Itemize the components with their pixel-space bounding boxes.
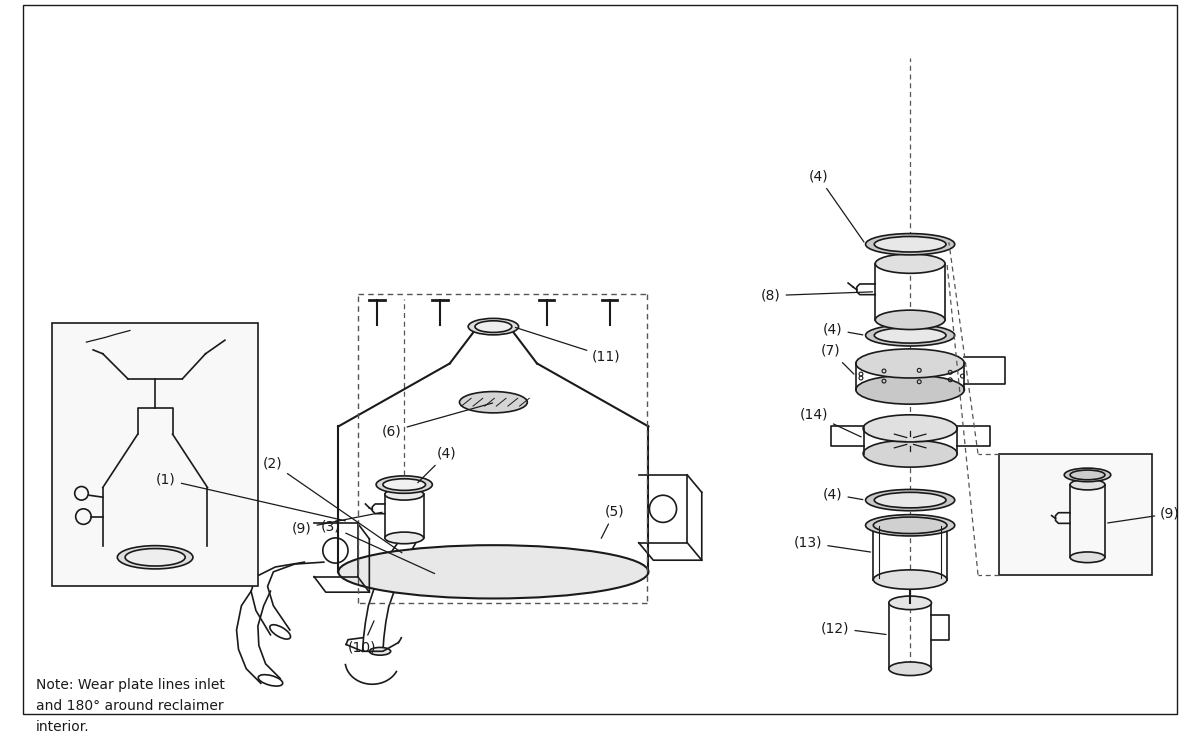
Ellipse shape xyxy=(1064,468,1111,482)
Text: (4): (4) xyxy=(823,323,863,337)
Ellipse shape xyxy=(856,349,965,378)
Ellipse shape xyxy=(370,648,391,655)
Ellipse shape xyxy=(376,476,432,493)
Ellipse shape xyxy=(875,493,946,508)
Ellipse shape xyxy=(125,548,185,566)
Text: (13): (13) xyxy=(794,536,870,552)
Text: Note: Wear plate lines inlet
and 180° around reclaimer
interior.: Note: Wear plate lines inlet and 180° ar… xyxy=(36,678,224,734)
Text: (1): (1) xyxy=(156,473,346,521)
Text: (4): (4) xyxy=(823,487,863,502)
Ellipse shape xyxy=(875,254,946,273)
Ellipse shape xyxy=(1070,552,1105,562)
Ellipse shape xyxy=(874,570,947,589)
Ellipse shape xyxy=(865,325,955,346)
Ellipse shape xyxy=(118,545,193,569)
Text: (14): (14) xyxy=(799,408,862,437)
Ellipse shape xyxy=(863,415,958,442)
Ellipse shape xyxy=(385,488,424,500)
Ellipse shape xyxy=(875,327,946,343)
Bar xyxy=(1000,453,1152,575)
Bar xyxy=(53,323,258,586)
Ellipse shape xyxy=(863,440,958,467)
Ellipse shape xyxy=(1070,479,1105,490)
Text: (8): (8) xyxy=(761,289,872,303)
Ellipse shape xyxy=(875,237,946,252)
Ellipse shape xyxy=(856,375,965,404)
Text: (4): (4) xyxy=(418,447,457,482)
Ellipse shape xyxy=(875,310,946,329)
Ellipse shape xyxy=(460,392,527,413)
Ellipse shape xyxy=(385,532,424,544)
Ellipse shape xyxy=(475,321,512,332)
Ellipse shape xyxy=(468,318,518,335)
Ellipse shape xyxy=(338,545,648,599)
Text: (5): (5) xyxy=(601,505,624,539)
Text: (11): (11) xyxy=(516,327,620,364)
Text: (3): (3) xyxy=(320,519,434,574)
Ellipse shape xyxy=(865,234,955,255)
Text: (6): (6) xyxy=(382,403,493,439)
Ellipse shape xyxy=(865,515,955,536)
Text: (10): (10) xyxy=(348,621,377,654)
Ellipse shape xyxy=(865,490,955,510)
Ellipse shape xyxy=(383,479,426,490)
Ellipse shape xyxy=(889,596,931,610)
Text: (9): (9) xyxy=(292,512,382,535)
Ellipse shape xyxy=(889,662,931,675)
Text: (9): (9) xyxy=(1108,507,1180,523)
Text: (7): (7) xyxy=(821,344,854,374)
Text: (2): (2) xyxy=(263,456,402,553)
Text: (4): (4) xyxy=(809,169,864,242)
Text: (12): (12) xyxy=(821,621,886,635)
